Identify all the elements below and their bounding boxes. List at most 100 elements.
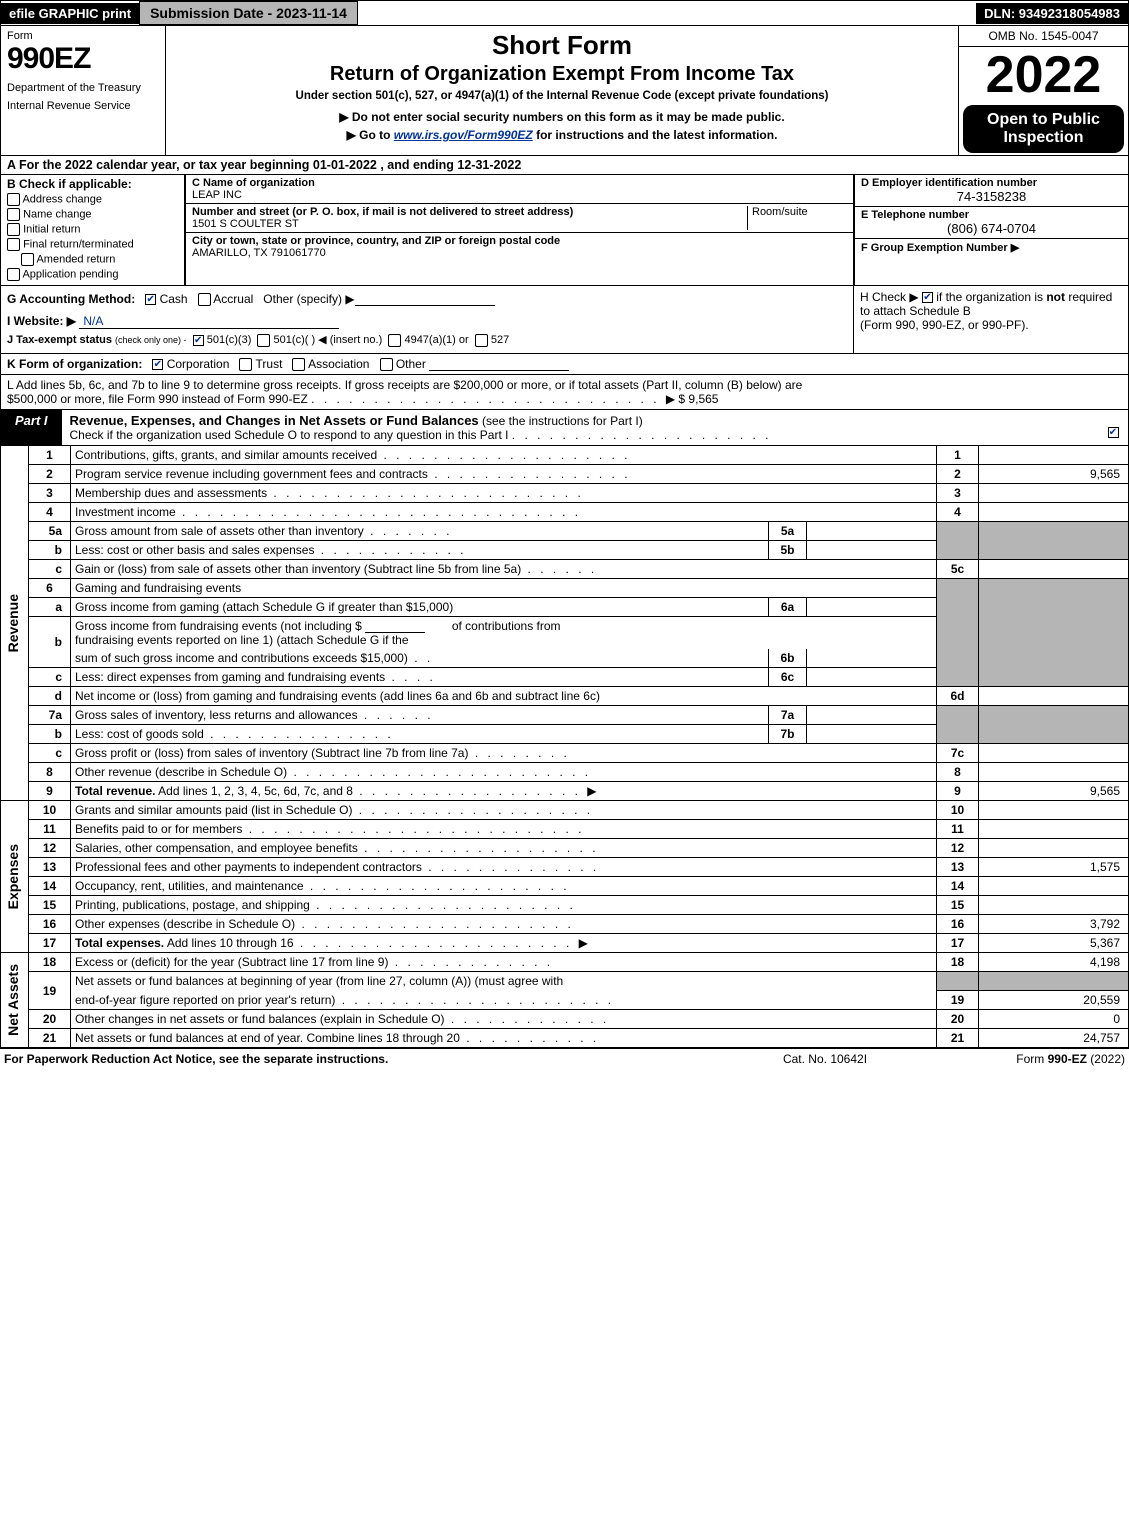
line-19-1: 19 Net assets or fund balances at beginn… [1,972,1129,991]
j-insert: ◀ (insert no.) [318,334,382,346]
ln17-desc-b: Total expenses. [75,936,164,950]
cb-address-change-label: Address change [22,193,102,205]
k-assoc: Association [308,357,369,371]
goto-post: for instructions and the latest informat… [533,128,778,142]
ln6a-subno: 6a [769,598,807,617]
cb-501c[interactable] [257,334,270,347]
footer-center: Cat. No. 10642I [725,1052,925,1066]
ln16-desc: Other expenses (describe in Schedule O) [75,917,295,931]
line-7c: c Gross profit or (loss) from sales of i… [1,744,1129,763]
ln6b-desc3: fundraising events reported on line 1) (… [75,633,409,647]
cb-527[interactable] [475,334,488,347]
cb-accrual[interactable] [198,293,211,306]
ln6d-desc: Net income or (loss) from gaming and fun… [75,689,600,703]
footer-right-pre: Form [1016,1052,1047,1066]
subtitle-ssn: ▶ Do not enter social security numbers o… [172,110,952,124]
line-20: 20 Other changes in net assets or fund b… [1,1009,1129,1028]
row-g: G Accounting Method: Cash Accrual Other … [7,292,847,306]
ln8-desc: Other revenue (describe in Schedule O) [75,765,287,779]
line-18: Net Assets 18 Excess or (deficit) for th… [1,953,1129,972]
ln10-amt [979,801,1129,820]
f-group-label: F Group Exemption Number ▶ [861,242,1019,254]
irs-link[interactable]: www.irs.gov/Form990EZ [394,128,533,142]
row-k: K Form of organization: Corporation Trus… [0,354,1129,375]
ln6b-blank[interactable] [365,619,425,633]
line-a-tax-year: A For the 2022 calendar year, or tax yea… [0,156,1129,175]
ln7c-no: 7c [937,744,979,763]
cb-amended-return[interactable]: Amended return [21,253,178,266]
ln7c-desc: Gross profit or (loss) from sales of inv… [75,746,468,760]
ln1-amt [979,446,1129,465]
ln6c-subno: 6c [769,668,807,687]
cb-final-return[interactable]: Final return/terminated [7,238,178,251]
c-name-label: C Name of organization [192,177,315,189]
room-suite-label: Room/suite [752,206,808,218]
ln4-amt [979,503,1129,522]
cb-assoc[interactable] [292,358,305,371]
cb-4947[interactable] [388,334,401,347]
j-label: J Tax-exempt status [7,334,112,346]
grey-19-amt [979,972,1129,991]
grey-7-amt [979,706,1129,744]
ln6a-desc: Gross income from gaming (attach Schedul… [75,600,453,614]
cb-trust[interactable] [239,358,252,371]
j-527: 527 [491,334,509,346]
form-number: 990EZ [7,42,159,76]
ln6d-no: 6d [937,687,979,706]
ln13-amt: 1,575 [979,858,1129,877]
form-id-block: Form 990EZ Department of the Treasury In… [1,26,166,155]
column-def: D Employer identification number 74-3158… [853,175,1128,285]
f-group-row: F Group Exemption Number ▶ [855,239,1128,256]
ln7b-subamt [807,725,937,744]
line-5a: 5a Gross amount from sale of assets othe… [1,522,1129,541]
open-to-public: Open to Public Inspection [963,105,1124,153]
cb-schedule-b[interactable] [922,292,933,303]
cb-schedule-o[interactable] [1108,427,1119,438]
column-h: H Check ▶ if the organization is not req… [853,286,1128,353]
c-name-row: C Name of organization LEAP INC [186,175,853,204]
block-bcdef: B Check if applicable: Address change Na… [0,175,1129,286]
tax-year: 2022 [959,47,1128,103]
cb-name-change[interactable]: Name change [7,208,178,221]
h-text3: (Form 990, 990-EZ, or 990-PF). [860,318,1029,332]
side-revenue: Revenue [1,446,29,801]
ln2-amt: 9,565 [979,465,1129,484]
cb-corp[interactable] [152,359,163,370]
line-9: 9 Total revenue. Add lines 1, 2, 3, 4, 5… [1,782,1129,801]
c-street-row: Number and street (or P. O. box, if mail… [186,204,853,233]
line-15: 15 Printing, publications, postage, and … [1,896,1129,915]
ln3-amt [979,484,1129,503]
line-5c: c Gain or (loss) from sale of assets oth… [1,560,1129,579]
footer-right: Form 990-EZ (2022) [925,1052,1125,1066]
cb-cash[interactable] [145,294,156,305]
website-value: N/A [79,314,339,329]
line-16: 16 Other expenses (describe in Schedule … [1,915,1129,934]
cb-other-org[interactable] [380,358,393,371]
ln7c-amt [979,744,1129,763]
cb-address-change[interactable]: Address change [7,193,178,206]
irs-label: Internal Revenue Service [7,100,159,112]
cb-application-pending[interactable]: Application pending [7,268,178,281]
form-header: Form 990EZ Department of the Treasury In… [0,26,1129,156]
side-netassets: Net Assets [1,953,29,1048]
g-other-blank[interactable] [355,292,495,306]
subtitle-section: Under section 501(c), 527, or 4947(a)(1)… [172,90,952,102]
row-j: J Tax-exempt status (check only one) - 5… [7,333,847,347]
ln5b-desc: Less: cost or other basis and sales expe… [75,543,314,557]
l-amount: $ 9,565 [678,392,718,406]
g-accrual: Accrual [213,292,253,306]
cb-501c3[interactable] [193,335,204,346]
cb-initial-return[interactable]: Initial return [7,223,178,236]
ln5b-subno: 5b [769,541,807,560]
ln16-amt: 3,792 [979,915,1129,934]
ln6d-amt [979,687,1129,706]
ln5c-no: 5c [937,560,979,579]
ln21-desc: Net assets or fund balances at end of ye… [75,1031,460,1045]
ln14-desc: Occupancy, rent, utilities, and maintena… [75,879,304,893]
line-7a: 7a Gross sales of inventory, less return… [1,706,1129,725]
lines-table: Revenue 1 Contributions, gifts, grants, … [0,446,1129,1048]
ln6b-desc4: sum of such gross income and contributio… [75,651,408,665]
k-other-blank[interactable] [429,357,569,371]
e-phone-row: E Telephone number (806) 674-0704 [855,207,1128,239]
column-b-checkboxes: B Check if applicable: Address change Na… [1,175,186,285]
